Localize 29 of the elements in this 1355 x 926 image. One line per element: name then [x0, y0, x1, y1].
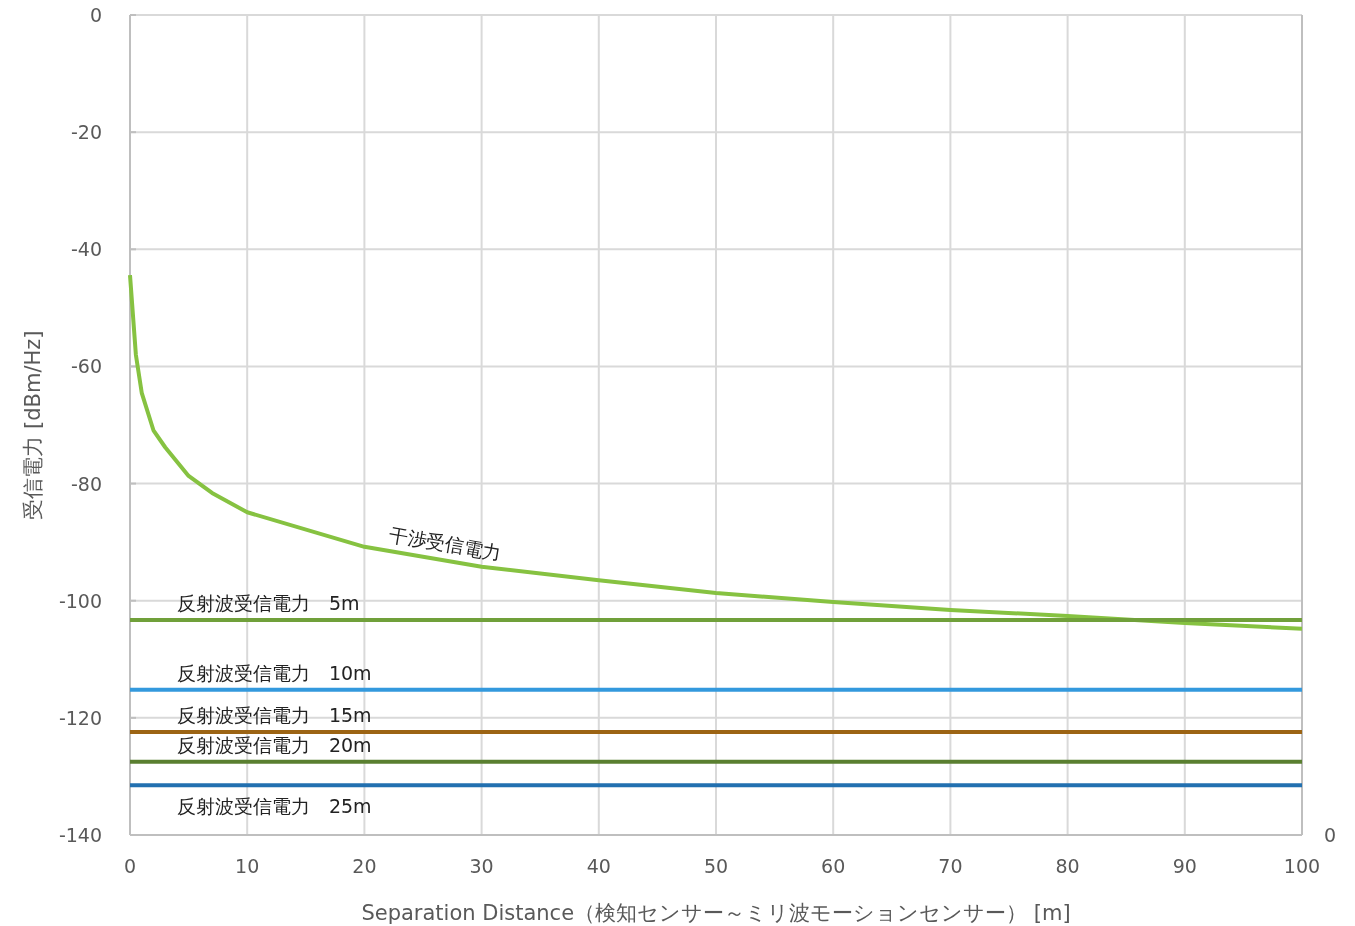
x-tick-label: 100 [1283, 855, 1321, 877]
text: 0 [1324, 824, 1337, 846]
x-tick-label: 50 [703, 855, 729, 877]
y-tick-label: -100 [58, 589, 102, 612]
line-series [128, 273, 1304, 631]
y-tick-label: -80 [70, 472, 102, 495]
series-label: 反射波受信電力 15m [176, 703, 372, 726]
x-tick-label: 0 [123, 855, 137, 877]
y-tick-label: -120 [58, 706, 102, 729]
x-tick-label: 60 [821, 855, 846, 877]
x-tick-label: 90 [1172, 855, 1197, 877]
y-axis-title: 受信電力 [dBm/Hz] [21, 330, 45, 520]
y-tick-label: -20 [70, 121, 102, 144]
series-label: 反射波受信電力 20m [176, 733, 372, 756]
y-tick-label: -140 [58, 824, 102, 846]
x-tick-label: 80 [1055, 855, 1080, 877]
y-tick-label: -60 [70, 355, 102, 378]
series-label: 反射波受信電力 10m [176, 661, 372, 684]
x-tick-label: 70 [938, 855, 963, 877]
text: 干渉受信電力 [387, 523, 504, 564]
x-tick-label: 20 [352, 855, 377, 877]
y-tick-label: -40 [70, 238, 102, 261]
x-tick-label: 30 [469, 855, 494, 877]
series-label: 反射波受信電力 25m [176, 795, 372, 818]
series-label: 反射波受信電力 5m [176, 592, 360, 615]
x-axis-title: Separation Distance（検知センサー～ミリ波モーションセンサー） [m] [361, 901, 1071, 925]
y-tick-label: 0 [89, 4, 102, 26]
x-tick-label: 40 [586, 855, 611, 877]
x-tick-label: 10 [235, 855, 260, 877]
